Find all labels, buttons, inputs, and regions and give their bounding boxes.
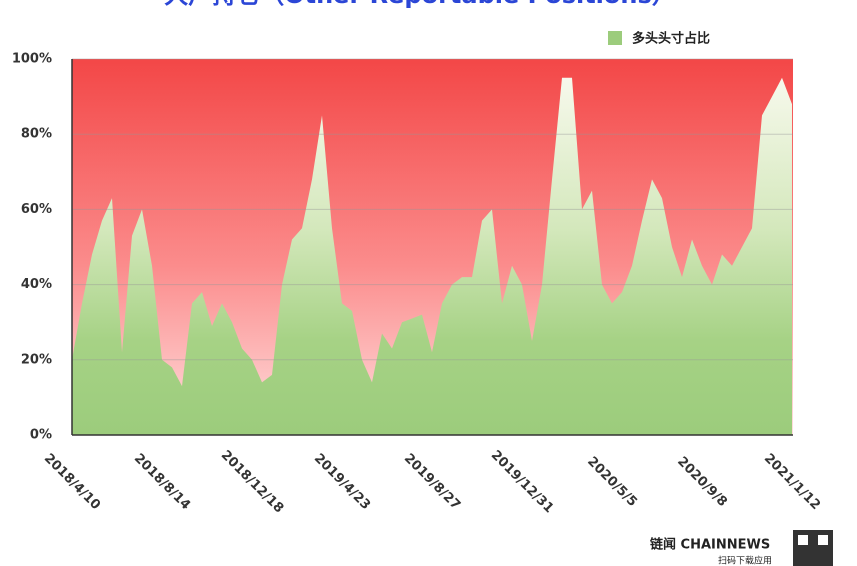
y-tick-label: 20% [21,352,52,367]
x-tick-label: 2018/12/18 [218,448,286,516]
x-tick-label: 2021/1/12 [761,451,823,513]
legend-label: 多头头寸占比 [632,31,710,47]
y-tick-label: 60% [21,202,52,217]
legend-swatch [608,31,622,45]
x-tick-label: 2019/4/23 [311,451,373,513]
x-tick-label: 2020/5/5 [584,454,640,510]
y-tick-label: 100% [12,52,52,67]
x-tick-label: 2020/9/8 [674,454,730,510]
y-tick-label: 40% [21,277,52,292]
y-tick-label: 0% [30,428,52,443]
x-tick-label: 2018/8/14 [131,451,193,513]
x-tick-label: 2018/4/10 [41,451,103,513]
brand-logo: 链闻 CHAINNEWS [649,537,770,553]
area [72,77,792,436]
chart-title: 大户持仓（Other Reportable Positions） [164,0,676,9]
qr-code-corner [798,535,808,545]
x-tick-label: 2019/12/31 [488,448,556,516]
x-tick-label: 2019/8/27 [401,451,463,513]
y-tick-label: 80% [21,127,52,142]
brand-tagline: 扫码下载应用 [718,555,772,566]
qr-code-corner [818,535,828,545]
